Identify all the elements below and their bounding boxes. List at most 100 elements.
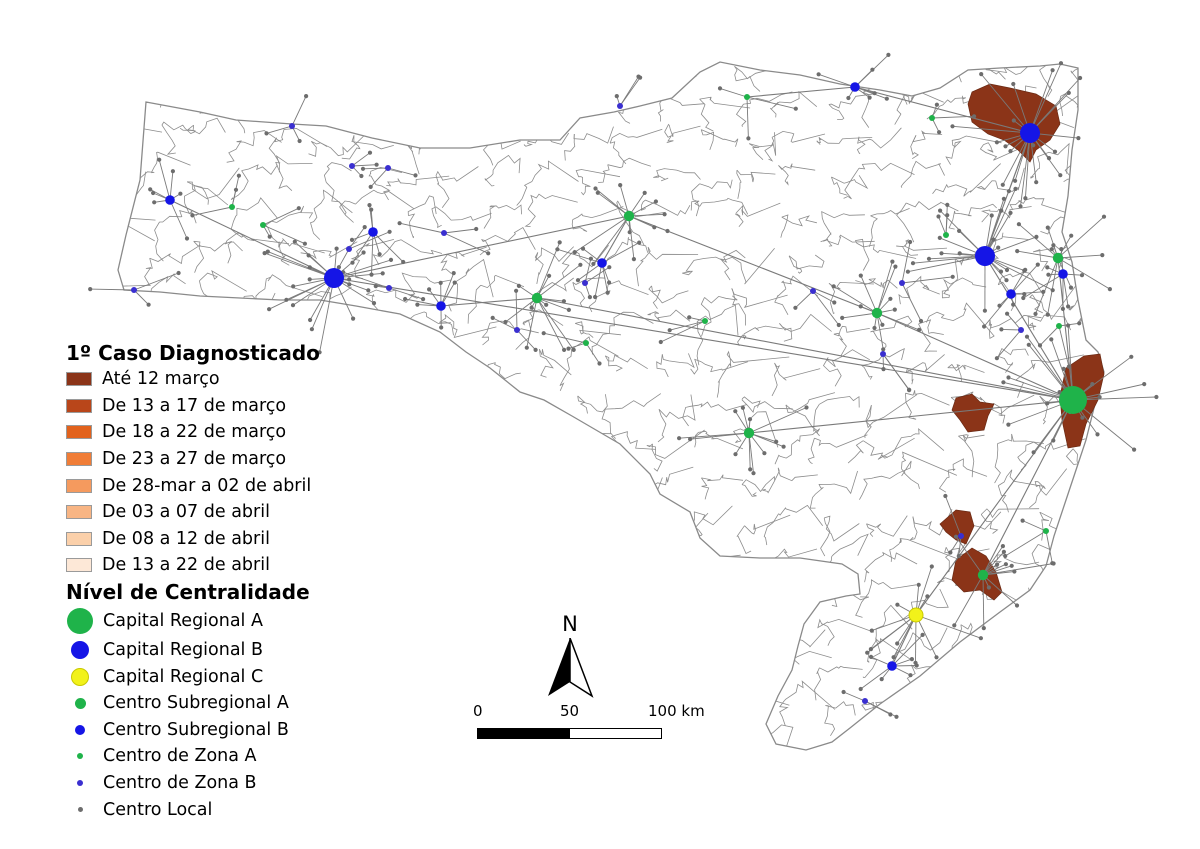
municipal-boundary	[526, 435, 564, 451]
local-center-dot	[999, 327, 1004, 332]
centro-de-zona-b-marker	[441, 230, 447, 236]
municipal-boundary	[957, 62, 987, 69]
municipal-boundary	[731, 288, 788, 308]
municipal-boundary	[580, 547, 620, 559]
local-center-dot	[557, 240, 562, 245]
municipal-boundary	[833, 332, 847, 357]
local-link	[953, 574, 984, 626]
municipal-boundary	[106, 134, 113, 151]
municipal-boundary	[847, 440, 864, 464]
municipal-boundary	[701, 129, 739, 147]
centro-subregional-b-marker	[597, 258, 607, 268]
municipal-boundary	[534, 246, 574, 263]
municipal-boundary	[898, 284, 914, 305]
municipal-boundary	[687, 558, 703, 591]
local-center-dot	[292, 239, 297, 244]
local-center-dot	[413, 173, 418, 178]
local-link	[536, 264, 581, 299]
municipal-boundary	[819, 665, 863, 673]
municipal-boundary	[821, 623, 835, 646]
municipal-boundary	[313, 241, 358, 258]
municipal-boundary	[530, 193, 578, 203]
local-link	[958, 535, 962, 557]
legend-case-items: Até 12 março De 13 a 17 de março De 18 a 2…	[66, 366, 366, 579]
municipal-boundary	[743, 325, 783, 337]
municipal-boundary	[658, 62, 706, 68]
municipal-boundary	[356, 239, 395, 256]
municipal-boundary	[1070, 595, 1083, 618]
local-center-dot	[439, 325, 444, 330]
municipal-boundary	[230, 215, 244, 238]
municipal-boundary	[365, 62, 405, 67]
local-link	[939, 210, 986, 257]
municipal-boundary	[478, 467, 522, 487]
municipal-boundary	[1039, 512, 1050, 541]
municipal-boundary	[653, 175, 669, 182]
municipal-boundary	[183, 185, 229, 206]
municipal-boundary	[480, 274, 525, 289]
municipal-boundary	[734, 65, 761, 92]
municipal-boundary	[779, 700, 789, 727]
municipal-boundary	[591, 333, 610, 355]
local-center-dot	[1034, 180, 1039, 185]
local-link	[719, 87, 748, 98]
municipal-boundary	[696, 304, 739, 336]
local-center-dot	[1012, 569, 1017, 574]
municipal-boundary	[577, 395, 588, 414]
municipal-boundary	[401, 556, 449, 570]
local-link	[348, 226, 366, 250]
municipal-boundary	[559, 358, 570, 391]
municipal-boundary	[870, 551, 918, 565]
local-center-dot	[934, 655, 939, 660]
local-center-dot	[373, 284, 378, 289]
local-center-dot	[607, 280, 612, 285]
municipal-boundary	[620, 45, 650, 53]
municipal-boundary	[489, 541, 530, 556]
local-link	[746, 96, 796, 110]
local-link	[536, 297, 570, 311]
local-link	[536, 297, 575, 351]
local-link	[351, 164, 377, 167]
municipal-boundary	[1077, 282, 1104, 308]
local-center-dot	[1011, 81, 1016, 87]
local-center-dot	[309, 327, 314, 332]
municipal-boundary	[731, 288, 746, 326]
municipal-boundary	[912, 509, 953, 536]
local-link	[443, 232, 489, 254]
municipal-boundary	[705, 432, 744, 450]
local-center-dot	[451, 271, 456, 276]
municipal-boundary	[912, 275, 940, 295]
local-center-dot	[945, 213, 950, 218]
local-link	[1029, 70, 1054, 134]
municipal-boundary	[864, 405, 872, 438]
local-center-dot	[627, 230, 632, 235]
local-center-dot	[474, 226, 479, 232]
municipal-boundary	[523, 582, 545, 589]
municipal-boundary	[607, 157, 652, 169]
local-center-dot	[1046, 156, 1052, 161]
local-link	[818, 73, 856, 88]
municipal-boundary	[737, 656, 791, 676]
north-arrow-icon	[548, 638, 594, 698]
local-center-dot	[1018, 204, 1023, 209]
municipal-boundary	[777, 467, 818, 482]
municipal-boundary	[858, 162, 915, 175]
municipal-boundary	[438, 562, 449, 580]
local-center-dot	[665, 228, 670, 234]
local-center-dot	[290, 303, 296, 308]
municipal-boundary	[362, 83, 405, 99]
municipal-boundary	[905, 390, 950, 406]
municipal-boundary	[523, 623, 533, 650]
municipal-boundary	[577, 394, 608, 413]
municipal-boundary	[943, 277, 987, 288]
local-link	[628, 215, 635, 260]
local-center-dot	[595, 190, 600, 195]
local-center-dot	[1050, 561, 1055, 566]
municipal-boundary	[609, 311, 654, 334]
local-link	[876, 312, 920, 331]
local-center-dot	[377, 252, 382, 257]
municipal-boundary	[825, 701, 856, 716]
municipal-boundary	[368, 481, 390, 492]
local-center-dot	[236, 173, 241, 178]
local-center-dot	[1049, 337, 1054, 342]
